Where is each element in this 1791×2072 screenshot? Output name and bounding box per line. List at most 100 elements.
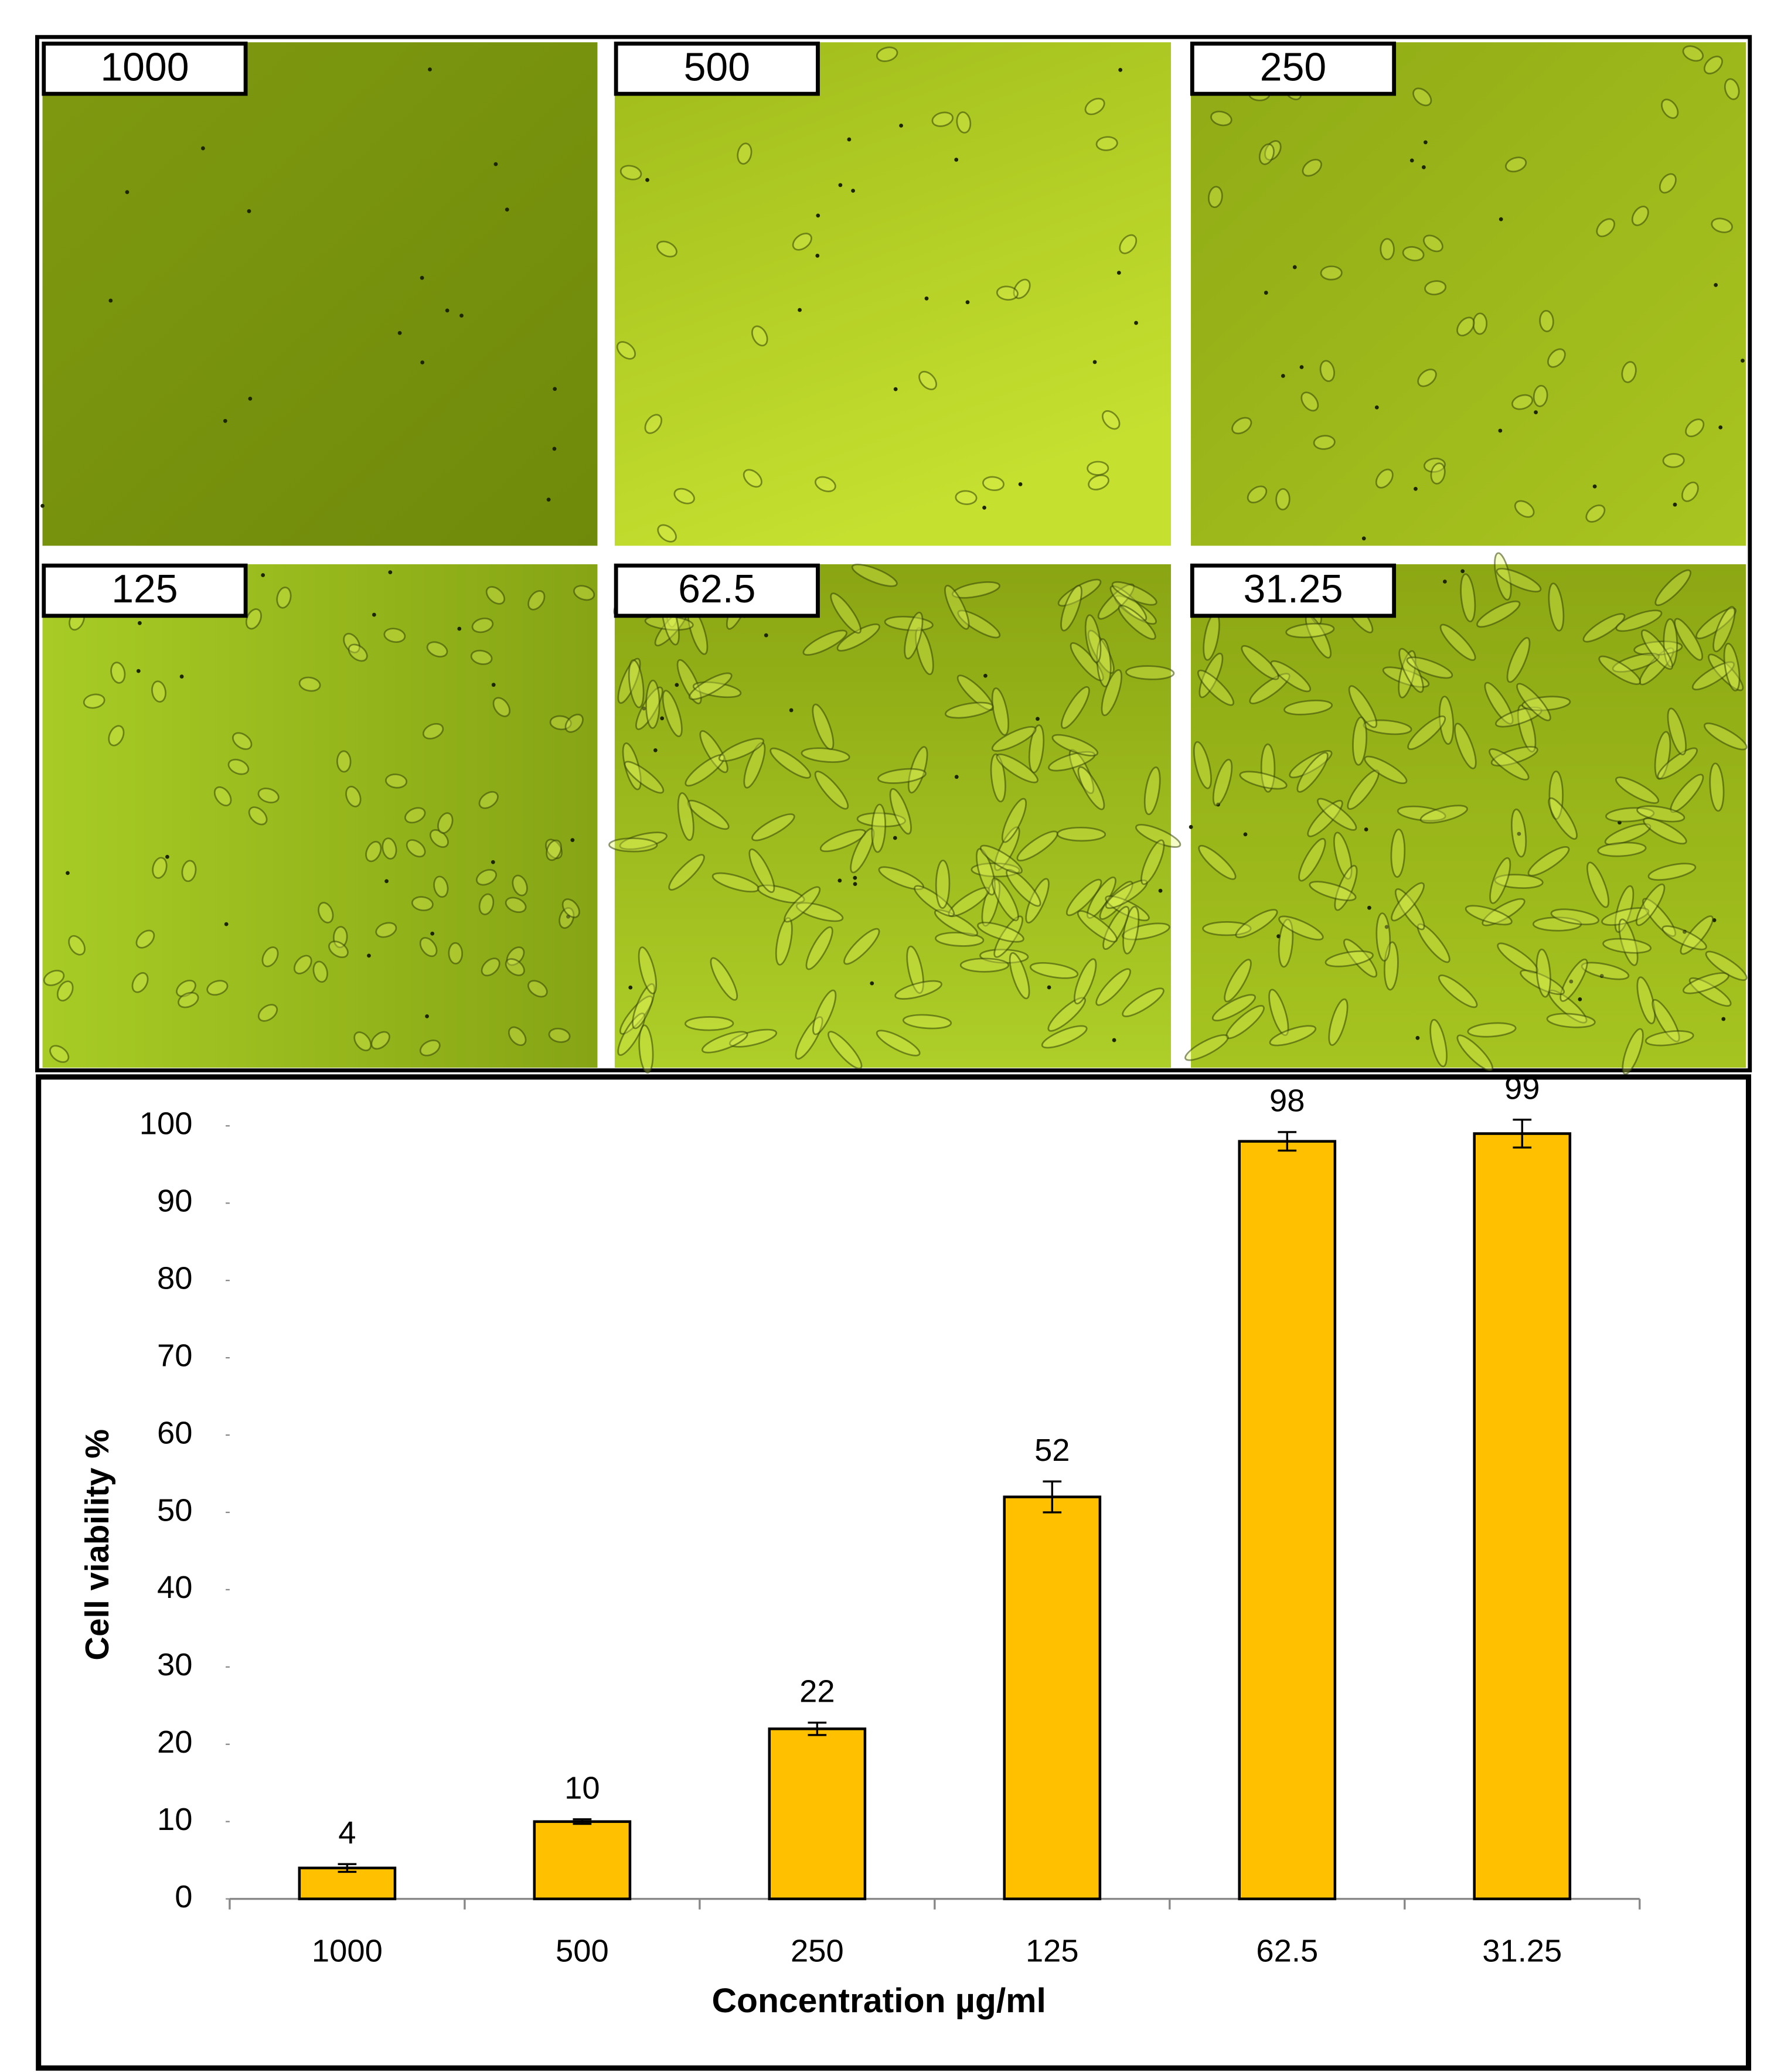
debris xyxy=(1414,486,1418,491)
cell xyxy=(991,687,1009,736)
cell xyxy=(624,761,665,794)
cell xyxy=(1319,360,1335,382)
cell xyxy=(1511,394,1534,410)
cell xyxy=(213,786,232,806)
debris xyxy=(1498,428,1503,433)
cell xyxy=(478,791,499,809)
cell xyxy=(990,753,1006,803)
cell xyxy=(801,747,850,763)
error-bar xyxy=(1043,1480,1062,1514)
cell xyxy=(1211,994,1256,1021)
bar xyxy=(768,1727,867,1900)
debris xyxy=(816,213,820,218)
cell xyxy=(1550,908,1599,925)
cell xyxy=(1260,743,1276,793)
cell xyxy=(1328,998,1349,1046)
debris xyxy=(1243,832,1248,837)
debris xyxy=(982,505,986,510)
cell xyxy=(546,839,562,861)
data-label: 99 xyxy=(1504,1071,1540,1106)
debris xyxy=(505,207,509,212)
micrograph xyxy=(614,42,1172,546)
cell xyxy=(1278,915,1324,940)
cell xyxy=(688,672,733,700)
debris xyxy=(870,981,874,986)
cell xyxy=(1025,878,1050,924)
cell xyxy=(1622,1028,1644,1075)
debris xyxy=(428,67,432,71)
cell xyxy=(1494,552,1512,601)
cell xyxy=(478,893,495,915)
cell xyxy=(945,701,994,719)
cell xyxy=(1505,156,1527,173)
cell xyxy=(784,886,821,923)
cell xyxy=(1300,391,1319,412)
debris xyxy=(764,633,768,638)
cell xyxy=(1317,798,1357,831)
x-tick-label: 500 xyxy=(556,1933,609,1968)
x-tick-label: 250 xyxy=(791,1933,844,1968)
cell xyxy=(152,857,168,879)
cell xyxy=(934,909,979,937)
cell xyxy=(1514,500,1535,518)
cell xyxy=(433,875,449,898)
cell xyxy=(856,812,906,827)
cell xyxy=(1283,700,1333,715)
cell xyxy=(1060,585,1082,632)
debris xyxy=(1281,374,1285,378)
cell xyxy=(889,788,912,835)
cell xyxy=(1363,719,1412,735)
cell xyxy=(699,730,728,773)
debris xyxy=(1118,67,1123,72)
cell xyxy=(843,928,880,965)
cell xyxy=(1439,623,1476,661)
cell xyxy=(751,813,795,841)
data-label: 4 xyxy=(338,1815,356,1851)
debris xyxy=(1460,569,1465,574)
cell xyxy=(382,837,397,860)
debris xyxy=(457,626,462,631)
cell xyxy=(1581,962,1630,980)
cell xyxy=(293,955,312,974)
cell xyxy=(1278,918,1294,968)
cell xyxy=(1438,974,1478,1008)
debris xyxy=(261,573,265,577)
cell xyxy=(1224,959,1252,1003)
cell xyxy=(1465,905,1513,926)
cell xyxy=(318,902,334,923)
debris xyxy=(179,674,184,679)
cell xyxy=(1516,683,1551,721)
cell xyxy=(448,942,463,965)
cell xyxy=(775,917,793,966)
label-box xyxy=(1190,42,1397,96)
cell xyxy=(1506,637,1531,683)
cell xyxy=(181,860,197,882)
debris xyxy=(893,387,898,391)
debris xyxy=(853,875,857,880)
micrograph xyxy=(42,564,598,1068)
cell xyxy=(1621,361,1637,383)
cell xyxy=(1390,829,1406,878)
cell xyxy=(1087,461,1109,476)
cell xyxy=(348,643,368,662)
cell xyxy=(644,414,663,434)
cell xyxy=(471,617,494,633)
error-bar xyxy=(338,1863,357,1873)
label-box xyxy=(42,42,248,96)
cell xyxy=(1143,766,1161,816)
debris xyxy=(1673,502,1677,507)
debris xyxy=(789,708,794,713)
micrograph xyxy=(42,42,598,546)
cell xyxy=(1333,831,1353,880)
debris xyxy=(954,775,959,779)
cell xyxy=(1235,909,1278,939)
cell xyxy=(645,679,660,729)
debris xyxy=(165,854,169,859)
debris xyxy=(66,871,70,875)
cell xyxy=(1670,773,1704,813)
cell xyxy=(1527,846,1570,877)
cell xyxy=(757,884,805,904)
cell xyxy=(638,1024,654,1074)
debris xyxy=(1534,410,1538,414)
cell xyxy=(1084,97,1105,115)
